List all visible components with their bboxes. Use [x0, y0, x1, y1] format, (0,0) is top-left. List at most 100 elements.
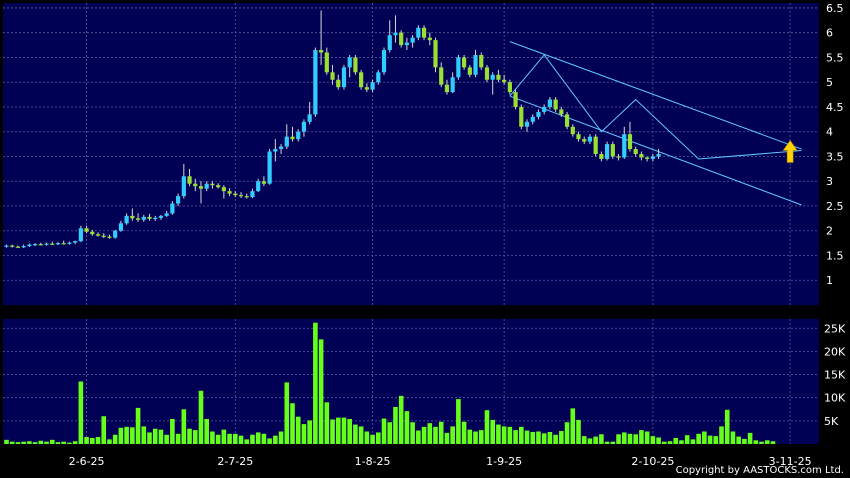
volume-bar — [335, 417, 341, 444]
candle-body — [421, 27, 427, 38]
volume-bar — [27, 441, 32, 444]
candle-body — [479, 54, 484, 68]
volume-bar — [684, 435, 690, 444]
volume-bar — [404, 411, 410, 444]
candle-body — [301, 121, 307, 132]
volume-bar — [610, 441, 616, 444]
candle-body — [101, 235, 106, 237]
volume-bar — [170, 419, 175, 444]
volume-bar — [427, 423, 433, 444]
volume-bar — [273, 435, 278, 444]
candle-body — [78, 228, 83, 242]
candle-body — [216, 185, 221, 188]
volume-tick-label: 5K — [824, 415, 839, 428]
candle-body — [530, 116, 535, 122]
zigzag-trend-line — [509, 54, 802, 160]
candle-body — [261, 181, 266, 184]
volume-bar — [130, 427, 135, 444]
volume-bar — [387, 422, 393, 444]
volume-bar — [141, 426, 147, 444]
volume-bar — [650, 436, 656, 444]
candle-body — [50, 243, 55, 245]
volume-bar — [593, 436, 598, 444]
candle-body — [576, 134, 581, 140]
volume-bar — [736, 436, 741, 444]
volume-bar — [410, 422, 415, 444]
candle-body — [250, 191, 255, 198]
candle-body — [61, 243, 66, 245]
volume-bar — [112, 434, 118, 444]
volume-tick-label: 15K — [824, 369, 846, 382]
volume-bar — [444, 432, 450, 444]
volume-bar — [621, 432, 627, 444]
volume-bar — [9, 441, 15, 444]
candle-body — [370, 82, 375, 90]
channel-lower-line — [509, 95, 802, 206]
candle-body — [33, 244, 38, 246]
volume-bar — [158, 429, 164, 444]
volume-bar — [713, 436, 719, 444]
candle-body — [164, 213, 169, 216]
volume-bar — [204, 419, 209, 444]
x-axis: 2-6-25 2-7-25 1-8-25 1-9-25 2-10-25 3-11-25 — [69, 455, 812, 468]
candle-body — [605, 144, 610, 159]
candle-body — [238, 195, 244, 197]
price-tick-label: 5.5 — [826, 51, 844, 64]
candle-body — [582, 139, 587, 142]
price-plot-area — [3, 3, 819, 305]
volume-bar — [416, 430, 421, 444]
candle-body — [181, 176, 186, 197]
volume-bar — [55, 442, 61, 444]
volume-bar — [662, 441, 667, 444]
price-tick-label: 4 — [826, 126, 833, 139]
candle-body — [536, 111, 541, 117]
volume-bar — [707, 435, 713, 444]
volume-bar — [507, 426, 513, 444]
candle-body — [639, 154, 644, 158]
channel-upper-line — [509, 41, 802, 150]
candle-body — [490, 74, 495, 80]
volume-bar — [32, 442, 38, 444]
volume-bar — [84, 437, 89, 444]
candle-body — [73, 241, 78, 243]
candle-body — [44, 243, 49, 245]
volume-bar — [244, 439, 250, 444]
volume-bar — [95, 437, 101, 444]
volume-bar — [164, 434, 169, 444]
volume-bar — [639, 430, 644, 444]
volume-bar — [330, 419, 335, 444]
volume-bar — [421, 426, 427, 444]
volume-bar — [49, 439, 55, 444]
volume-bar — [227, 433, 232, 444]
candle-body — [15, 246, 21, 248]
candle-body — [593, 136, 598, 154]
candle-body — [627, 134, 633, 150]
volume-bar — [478, 430, 484, 444]
candle-body — [427, 37, 432, 41]
candle-body — [38, 244, 43, 246]
volume-bar — [358, 426, 364, 444]
volume-panel: 5K 10K 15K 20K 25K — [3, 319, 846, 444]
volume-bar — [261, 433, 267, 444]
volume-bar — [364, 431, 370, 444]
volume-bar — [530, 431, 536, 444]
candle-body — [416, 27, 421, 38]
x-tick-label: 2-10-25 — [631, 455, 674, 468]
candle-body — [319, 50, 324, 53]
volume-bar — [101, 416, 107, 444]
volume-bar — [107, 439, 112, 444]
candle-body — [456, 57, 461, 78]
volume-bar — [547, 431, 553, 444]
volume-bar — [187, 428, 192, 444]
candle-body — [21, 246, 26, 248]
volume-bar — [753, 440, 759, 444]
volume-bar — [221, 429, 227, 444]
volume-bar — [679, 440, 684, 444]
candle-body — [55, 243, 61, 245]
volume-bar — [742, 438, 747, 444]
candle-body — [399, 32, 404, 46]
candle-body — [524, 121, 530, 127]
candle-body — [439, 67, 444, 85]
candle-body — [450, 77, 455, 93]
